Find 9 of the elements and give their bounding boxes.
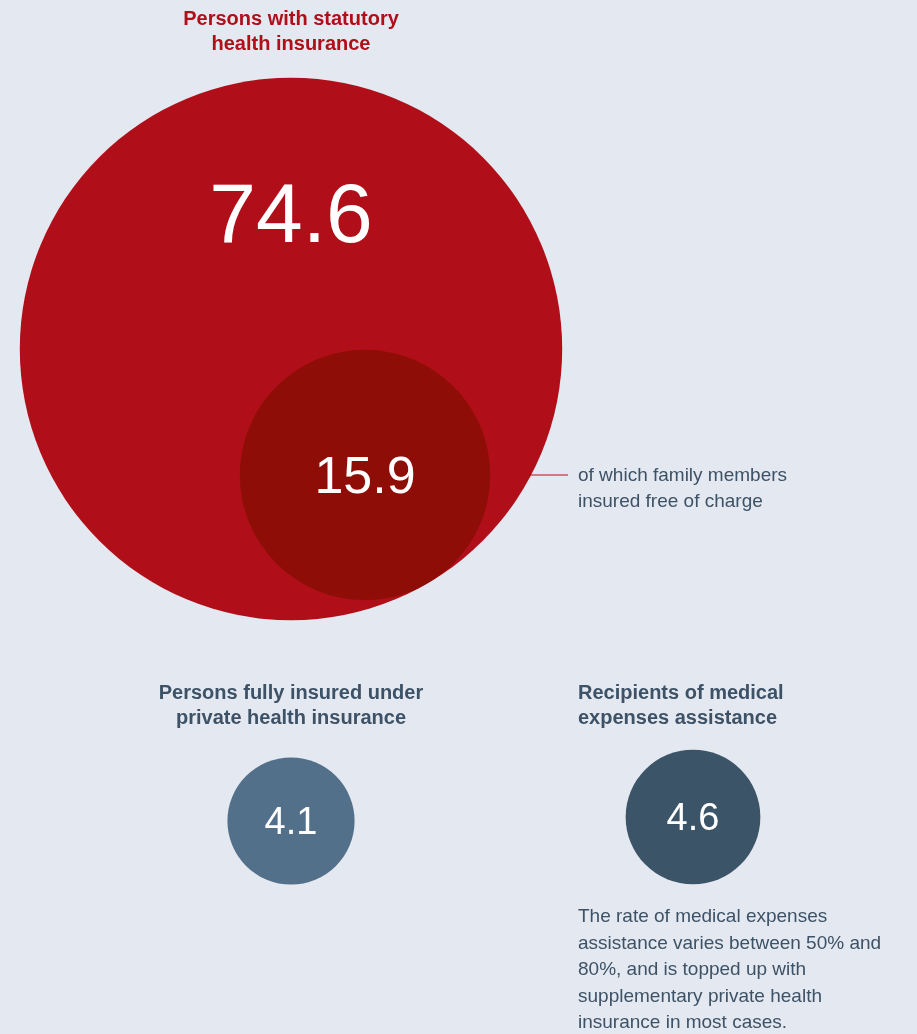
data-label: 74.6 bbox=[209, 166, 373, 260]
category-label: Persons with statutory health insurance bbox=[182, 6, 400, 56]
category-label: of which family members insured free of charge bbox=[578, 463, 789, 513]
category-label: Recipients of medical expenses assistance bbox=[578, 680, 785, 730]
data-label: 4.1 bbox=[264, 800, 318, 842]
category-label: Persons fully insured under private health insurance bbox=[157, 680, 425, 730]
text: The rate of medical expenses assistance varies between 50% and 80%, and is topped up with supplementary private health insurance in most cases. bbox=[578, 904, 883, 1034]
data-label: 4.6 bbox=[666, 796, 720, 838]
data-label: 15.9 bbox=[314, 446, 416, 504]
